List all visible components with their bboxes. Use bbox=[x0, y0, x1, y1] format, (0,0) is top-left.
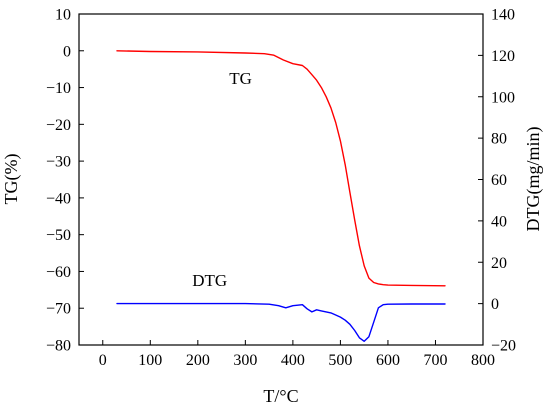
y-axis-title: TG(%) bbox=[1, 154, 22, 205]
x-tick-label: 100 bbox=[138, 352, 162, 369]
x-tick-label: 700 bbox=[423, 352, 447, 369]
y2-tick-label: 60 bbox=[491, 172, 507, 189]
x-tick-label: 400 bbox=[281, 352, 305, 369]
y2-tick-label: 40 bbox=[491, 213, 507, 230]
y-tick-label: −70 bbox=[46, 301, 71, 318]
x-axis-title: T/°C bbox=[263, 386, 298, 406]
y-tick-label: −60 bbox=[46, 264, 71, 281]
annotation-layer: TG DTG bbox=[192, 69, 252, 290]
series-line-tg bbox=[116, 50, 446, 287]
y-tick-label: −80 bbox=[46, 338, 71, 355]
y-tick-label: −40 bbox=[46, 190, 71, 207]
y-tick-label: 0 bbox=[63, 43, 71, 60]
annotation-dtg: DTG bbox=[192, 271, 227, 290]
x-tick-label: 300 bbox=[233, 352, 257, 369]
y-tick-label: −30 bbox=[46, 154, 71, 171]
y-tick-label: −50 bbox=[46, 227, 71, 244]
y2-axis-title: DTG(mg/min) bbox=[523, 127, 544, 232]
x-tick-label: 600 bbox=[376, 352, 400, 369]
y2-tick-label: 0 bbox=[491, 296, 499, 313]
y2-tick-label: 120 bbox=[491, 48, 515, 65]
y-tick-label: 10 bbox=[55, 7, 71, 24]
plot-frame bbox=[78, 13, 484, 346]
y-tick-label: −20 bbox=[46, 117, 71, 134]
y2-tick-label: 140 bbox=[491, 7, 515, 24]
x-tick-label: 200 bbox=[186, 352, 210, 369]
y2-tick-label: 80 bbox=[491, 131, 507, 148]
annotation-tg: TG bbox=[229, 69, 252, 88]
y2-tick-label: 100 bbox=[491, 89, 515, 106]
x-tick-label: 500 bbox=[328, 352, 352, 369]
y-tick-label: −10 bbox=[46, 80, 71, 97]
series-layer bbox=[116, 50, 446, 342]
x-tick-label: 0 bbox=[99, 352, 107, 369]
series-line-dtg bbox=[116, 302, 446, 342]
y2-tick-label: 20 bbox=[491, 255, 507, 272]
x-tick-label: 800 bbox=[471, 352, 495, 369]
ticks-layer: 0 100 200 300 400 500 600 700 800100−10−20−30−40… bbox=[46, 7, 516, 370]
y2-tick-label: −20 bbox=[491, 338, 516, 355]
